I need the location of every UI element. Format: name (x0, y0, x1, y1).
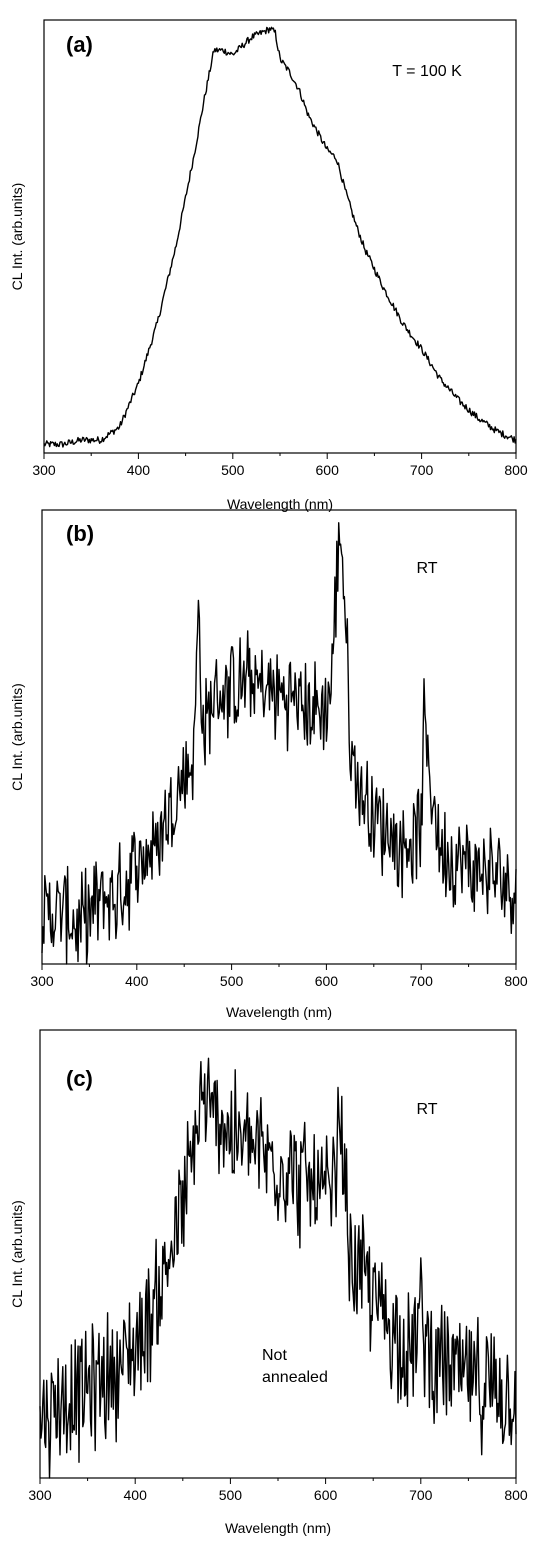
y-axis-title: CL Int. (arb.units) (9, 683, 25, 791)
chart-panel-1: 300 400 500 600 700 800 Wavelength (nm) CL Int.… (9, 509, 528, 1020)
x-tick-label: 400 (125, 973, 149, 989)
condition-annotation: T = 100 K (392, 63, 462, 80)
x-axis-title: Wavelength (nm) (225, 1520, 331, 1536)
x-tick-label: 600 (315, 973, 339, 989)
x-tick-label: 700 (409, 1487, 433, 1503)
plot-frame (39, 1029, 517, 1479)
x-tick-label: 700 (410, 973, 434, 989)
x-tick-label: 800 (504, 973, 528, 989)
x-tick-label: 500 (220, 973, 244, 989)
cl-spectrum-line (41, 522, 517, 965)
x-tick-label: 600 (316, 462, 340, 478)
x-tick-label: 600 (314, 1487, 338, 1503)
panel-label: (b) (66, 521, 94, 546)
cl-spectrum-line (39, 1057, 517, 1479)
x-tick-label: 700 (410, 462, 434, 478)
plot-frame (43, 19, 517, 454)
sample-annotation: Not annealed (262, 1347, 328, 1386)
x-tick-label: 500 (219, 1487, 243, 1503)
panel-label: (c) (66, 1066, 93, 1091)
y-axis-title: CL Int. (arb.units) (9, 183, 25, 291)
chart-panel-0: 300 400 500 600 700 800 Wavelength (nm) CL Int.… (9, 19, 528, 512)
panel-label: (a) (66, 32, 93, 57)
condition-annotation: RT (416, 1101, 437, 1118)
x-tick-label: 500 (221, 462, 245, 478)
y-axis-title: CL Int. (arb.units) (9, 1200, 25, 1308)
x-tick-label: 300 (32, 462, 56, 478)
x-tick-label: 400 (127, 462, 151, 478)
x-tick-label: 800 (504, 462, 528, 478)
x-tick-label: 800 (504, 1487, 528, 1503)
x-tick-label: 400 (124, 1487, 148, 1503)
x-tick-label: 300 (30, 973, 54, 989)
condition-annotation: RT (416, 560, 437, 577)
chart-panel-2: 300 400 500 600 700 800 Wavelength (nm) CL Int.… (9, 1029, 528, 1536)
x-tick-label: 300 (28, 1487, 52, 1503)
x-axis-title: Wavelength (nm) (227, 496, 333, 512)
x-axis-title: Wavelength (nm) (226, 1004, 332, 1020)
cl-spectrum-line (43, 26, 517, 448)
